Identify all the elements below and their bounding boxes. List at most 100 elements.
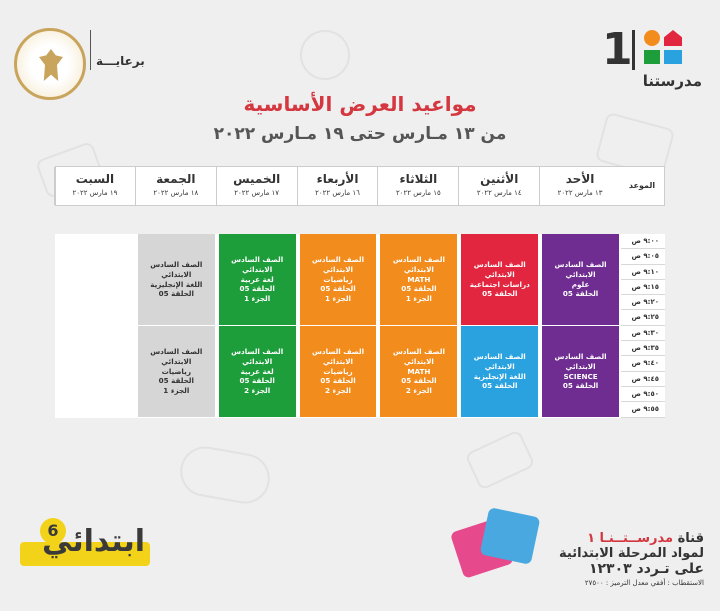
day-name: الأربعاء (316, 172, 359, 186)
program-line: الجزء 2 (244, 386, 271, 396)
ministry-seal-logo (14, 28, 86, 100)
schedule-header-row: الموعد الأحد ١٣ مارس ٢٠٢٢ الأثنين ١٤ مارس ٢… (54, 166, 665, 206)
program-line: الحلقة 05 (562, 289, 599, 299)
time-column: ٩:٠٠ ص ٩:٠٥ ص ٩:١٠ ص ٩:١٥ ص ٩:٢٠ ص ٩:٢٥ ص ٩:٣٠… (621, 234, 665, 418)
day-name: الأحد (565, 172, 595, 186)
badge-number: 6 (40, 518, 66, 544)
time-slot: ٩:٠٥ ص (621, 249, 665, 265)
day-date: ١٣ مارس ٢٠٢٢ (557, 189, 603, 197)
background-doodle (464, 429, 536, 491)
day-name: السبت (75, 172, 115, 186)
schedule-table: الموعد الأحد ١٣ مارس ٢٠٢٢ الأثنين ١٤ مارس ٢… (54, 166, 665, 418)
brand-mark-icon (644, 30, 684, 66)
background-doodle (176, 442, 274, 508)
program-line: الصف السادس الابتدائي (554, 352, 607, 371)
program-line: الصف السادس الابتدائي (231, 347, 284, 366)
program-block: الصف السادس الابتدائي MATH الحلقة 05 الجزء … (380, 326, 458, 417)
background-doodle (300, 30, 350, 80)
grade-badge: ابتدائي 6 (20, 510, 160, 580)
program-line: الحلقة 05 (239, 376, 275, 386)
program-block: الصف السادس الابتدائي لغة عربية الحلقة 05 ا… (218, 234, 296, 325)
program-block: الصف السادس الابتدائي دراسات اجتماعية الحل… (461, 234, 539, 325)
day-name: الجمعة (156, 172, 196, 186)
time-slot: ٩:٥٠ ص (621, 387, 665, 403)
program-block: الصف السادس الابتدائي SCIENCE الحلقة 05 (542, 326, 619, 417)
day-date: ١٦ مارس ٢٠٢٢ (315, 189, 360, 197)
program-line: لغة عربية (240, 274, 274, 284)
page-subtitle: من ١٣ مـارس حتى ١٩ مـارس ٢٠٢٢ (213, 124, 507, 144)
day-header: الأربعاء ١٦ مارس ٢٠٢٢ (296, 167, 378, 205)
divider (90, 30, 91, 70)
day-header: السبت ١٩ مارس ٢٠٢٢ (54, 167, 135, 205)
day-date: ١٩ مارس ٢٠٢٢ (72, 189, 118, 197)
brand-divider (632, 30, 635, 70)
program-line: الصف السادس الابتدائي (150, 347, 203, 366)
decorative-tiles (449, 507, 541, 580)
program-line: الصف السادس الابتدائي (150, 260, 203, 279)
program-line: الحلقة 05 (562, 381, 599, 391)
brand-number: 1 (602, 24, 633, 75)
program-line: الصف السادس الابتدائي (554, 260, 607, 279)
day-header: الثلاثاء ١٥ مارس ٢٠٢٢ (377, 167, 458, 205)
program-line: الصف السادس الابتدائي (392, 347, 445, 366)
program-line: الصف السادس الابتدائي (231, 255, 284, 274)
day-name: الثلاثاء (399, 172, 438, 186)
time-slot: ٩:٣٥ ص (621, 341, 665, 357)
program-line: دراسات اجتماعية (469, 279, 530, 289)
promo-prefix: قناة (677, 531, 704, 546)
program-line: الحلقة 05 (482, 289, 518, 299)
time-slot: ٩:٠٠ ص (621, 234, 665, 250)
time-slot: ٩:٤٠ ص (621, 356, 665, 372)
brand-logo: 1 (602, 24, 702, 94)
program-block: الصف السادس الابتدائي اللغة الإنجليزية الح… (461, 326, 539, 417)
brand-name: مدرستنا (642, 72, 702, 90)
program-block: الصف السادس الابتدائي MATH الحلقة 05 الجزء … (380, 234, 458, 325)
day-header: الخميس ١٧ مارس ٢٠٢٢ (215, 167, 297, 205)
time-slot: ٩:٥٥ ص (621, 402, 665, 418)
program-line: الحلقة 05 (401, 376, 437, 386)
day-header: الأحد ١٣ مارس ٢٠٢٢ (539, 167, 620, 205)
time-slot: ٩:٢٥ ص (621, 310, 665, 326)
eagle-icon (39, 49, 63, 81)
day-name: الخميس (233, 172, 281, 186)
program-line: الحلقة 05 (239, 284, 275, 294)
program-line: رياضيات (323, 274, 353, 284)
time-slot: ٩:١٥ ص (621, 280, 665, 296)
program-line: لغة عربية (240, 366, 274, 376)
program-line: الجزء 1 (405, 294, 432, 304)
program-line: الجزء 2 (405, 386, 432, 396)
program-line: الحلقة 05 (320, 376, 356, 386)
program-line: MATH (407, 274, 431, 284)
program-block: الصف السادس الابتدائي رياضيات الحلقة 05 الج… (299, 326, 377, 417)
time-column-header: الموعد (628, 181, 656, 190)
promo-frequency: على تـردد ١٢٣٠٣ (588, 561, 704, 577)
program-line: الحلقة 05 (158, 376, 194, 386)
time-slot: ٩:٤٥ ص (621, 372, 665, 387)
program-line: الصف السادس الابتدائي (473, 352, 526, 371)
program-block: الصف السادس الابتدائي علوم الحلقة 05 (542, 234, 619, 325)
promo-line-1: قناة مدرســتــنـا ١ (559, 531, 704, 546)
promo-technical: الاستقطاب : أفقي معدل الترميز : ٢٧٥٠٠ (584, 579, 704, 587)
program-line: اللغة الإنجليزية (150, 279, 203, 289)
program-line: رياضيات (161, 366, 191, 376)
program-line: الحلقة 05 (320, 284, 356, 294)
time-slot: ٩:١٠ ص (621, 265, 665, 280)
program-line: الصف السادس الابتدائي (392, 255, 445, 274)
day-name: الأثنين (480, 172, 519, 186)
program-block: الصف السادس الابتدائي رياضيات الحلقة 05 الج… (299, 234, 377, 325)
program-line: علوم (571, 279, 590, 289)
program-line: MATH (407, 366, 431, 376)
program-block: الصف السادس الابتدائي اللغة الإنجليزية الح… (137, 234, 215, 325)
page-title: مواعيد العرض الأساسية (243, 92, 477, 116)
channel-promo: قناة مدرســتــنـا ١ لمواد المرحلة الابتد… (559, 531, 704, 587)
program-block: الصف السادس الابتدائي لغة عربية الحلقة 05 ا… (218, 326, 296, 417)
program-line: الجزء 1 (325, 294, 352, 304)
program-line: اللغة الإنجليزية (473, 371, 526, 381)
program-line: الحلقة 05 (482, 381, 518, 391)
program-line: الجزء 2 (325, 386, 352, 396)
program-line: رياضيات (323, 366, 353, 376)
program-line: الحلقة 05 (158, 289, 194, 299)
day-date: ١٧ مارس ٢٠٢٢ (234, 189, 280, 197)
promo-channel-name: مدرســتــنـا ١ (587, 531, 674, 546)
day-date: ١٨ مارس ٢٠٢٢ (153, 189, 199, 197)
